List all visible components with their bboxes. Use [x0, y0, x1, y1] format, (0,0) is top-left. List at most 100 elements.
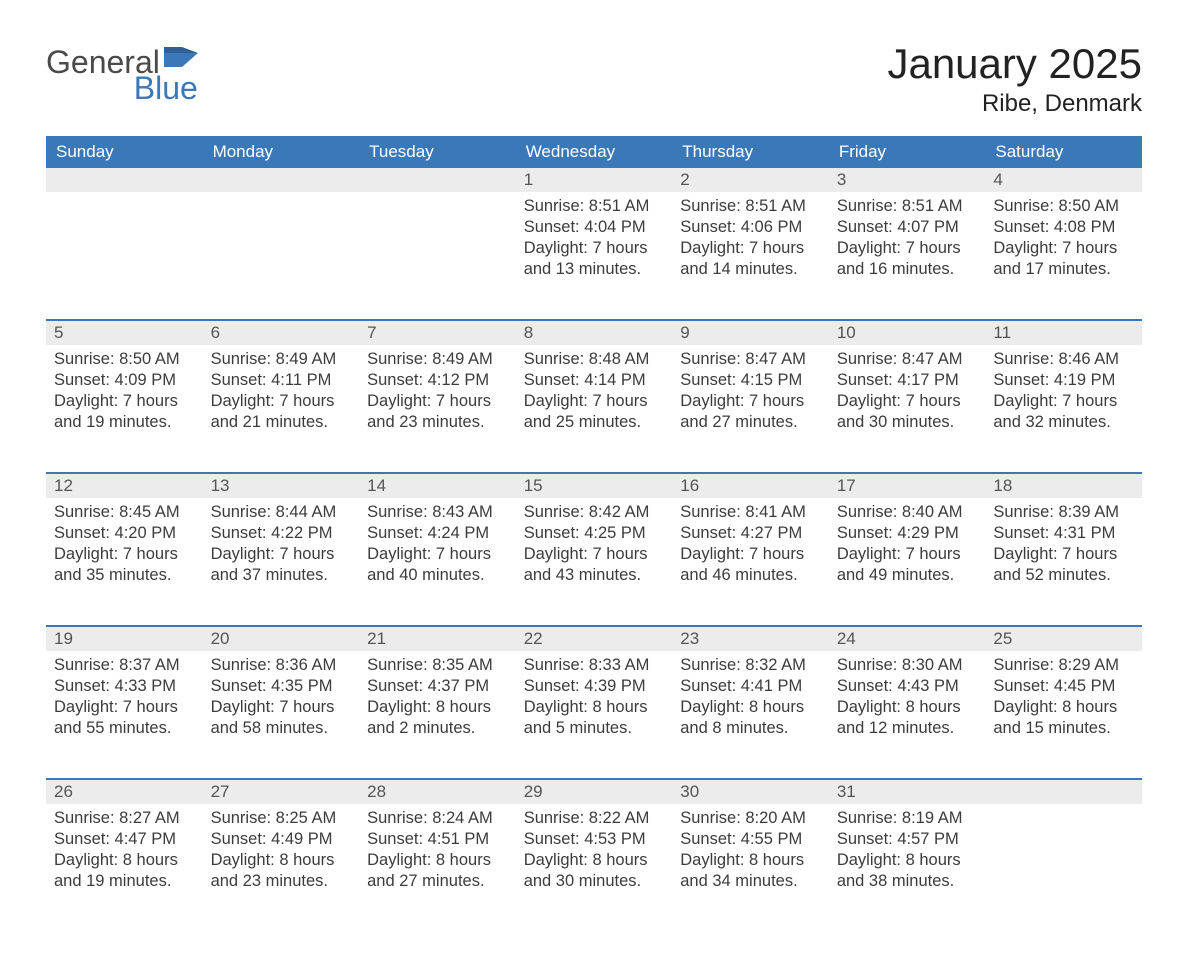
- day-number: 18: [993, 476, 1012, 495]
- day-dl1: Daylight: 8 hours: [680, 697, 821, 718]
- day-sunrise: Sunrise: 8:44 AM: [211, 502, 352, 523]
- day-sunset: Sunset: 4:17 PM: [837, 370, 978, 391]
- day-number: 29: [524, 782, 543, 801]
- day-content-cell: Sunrise: 8:43 AMSunset: 4:24 PMDaylight:…: [359, 498, 516, 626]
- day-dl2: and 46 minutes.: [680, 565, 821, 586]
- dayheader-mon: Monday: [203, 136, 360, 168]
- day-content-cell: [203, 192, 360, 320]
- day-sunset: Sunset: 4:07 PM: [837, 217, 978, 238]
- day-number-cell: 30: [672, 779, 829, 804]
- day-dl1: Daylight: 7 hours: [837, 391, 978, 412]
- day-dl2: and 13 minutes.: [524, 259, 665, 280]
- day-number-cell: 17: [829, 473, 986, 498]
- day-dl1: Daylight: 7 hours: [211, 544, 352, 565]
- week-daynum-row: 567891011: [46, 320, 1142, 345]
- day-content-cell: [359, 192, 516, 320]
- day-dl2: and 58 minutes.: [211, 718, 352, 739]
- title-block: January 2025 Ribe, Denmark: [887, 40, 1142, 118]
- day-content-cell: Sunrise: 8:37 AMSunset: 4:33 PMDaylight:…: [46, 651, 203, 779]
- day-sunrise: Sunrise: 8:48 AM: [524, 349, 665, 370]
- day-content-cell: Sunrise: 8:49 AMSunset: 4:11 PMDaylight:…: [203, 345, 360, 473]
- day-dl1: Daylight: 7 hours: [524, 391, 665, 412]
- day-number-cell: 21: [359, 626, 516, 651]
- day-dl2: and 15 minutes.: [993, 718, 1134, 739]
- day-number-cell: 4: [985, 168, 1142, 192]
- day-number: 11: [993, 323, 1011, 342]
- dayheader-thu: Thursday: [672, 136, 829, 168]
- day-sunrise: Sunrise: 8:39 AM: [993, 502, 1134, 523]
- day-sunset: Sunset: 4:15 PM: [680, 370, 821, 391]
- day-dl2: and 21 minutes.: [211, 412, 352, 433]
- day-content-cell: Sunrise: 8:41 AMSunset: 4:27 PMDaylight:…: [672, 498, 829, 626]
- day-sunrise: Sunrise: 8:30 AM: [837, 655, 978, 676]
- day-sunset: Sunset: 4:12 PM: [367, 370, 508, 391]
- day-number: 17: [837, 476, 856, 495]
- day-sunset: Sunset: 4:55 PM: [680, 829, 821, 850]
- month-title: January 2025: [887, 40, 1142, 88]
- week-daynum-row: 1234: [46, 168, 1142, 192]
- day-number: 13: [211, 476, 230, 495]
- day-sunset: Sunset: 4:37 PM: [367, 676, 508, 697]
- day-sunrise: Sunrise: 8:49 AM: [367, 349, 508, 370]
- day-number-cell: 12: [46, 473, 203, 498]
- day-dl1: Daylight: 7 hours: [993, 391, 1134, 412]
- day-number: 22: [524, 629, 543, 648]
- day-sunrise: Sunrise: 8:35 AM: [367, 655, 508, 676]
- day-content-cell: Sunrise: 8:36 AMSunset: 4:35 PMDaylight:…: [203, 651, 360, 779]
- day-sunrise: Sunrise: 8:20 AM: [680, 808, 821, 829]
- day-number: 23: [680, 629, 699, 648]
- day-dl1: Daylight: 7 hours: [680, 391, 821, 412]
- day-number-cell: [359, 168, 516, 192]
- day-sunset: Sunset: 4:41 PM: [680, 676, 821, 697]
- day-number-cell: 18: [985, 473, 1142, 498]
- day-dl2: and 32 minutes.: [993, 412, 1134, 433]
- day-dl1: Daylight: 7 hours: [367, 391, 508, 412]
- day-sunrise: Sunrise: 8:29 AM: [993, 655, 1134, 676]
- day-sunset: Sunset: 4:35 PM: [211, 676, 352, 697]
- day-dl1: Daylight: 7 hours: [524, 238, 665, 259]
- day-dl1: Daylight: 8 hours: [680, 850, 821, 871]
- week-content-row: Sunrise: 8:27 AMSunset: 4:47 PMDaylight:…: [46, 804, 1142, 932]
- day-sunset: Sunset: 4:43 PM: [837, 676, 978, 697]
- dayheader-wed: Wednesday: [516, 136, 673, 168]
- day-number: 5: [54, 323, 63, 342]
- day-dl2: and 23 minutes.: [211, 871, 352, 892]
- day-dl2: and 19 minutes.: [54, 412, 195, 433]
- day-sunset: Sunset: 4:27 PM: [680, 523, 821, 544]
- day-dl1: Daylight: 8 hours: [54, 850, 195, 871]
- day-sunset: Sunset: 4:24 PM: [367, 523, 508, 544]
- day-content-cell: Sunrise: 8:33 AMSunset: 4:39 PMDaylight:…: [516, 651, 673, 779]
- day-sunrise: Sunrise: 8:46 AM: [993, 349, 1134, 370]
- day-sunset: Sunset: 4:20 PM: [54, 523, 195, 544]
- day-dl2: and 17 minutes.: [993, 259, 1134, 280]
- day-number-cell: 7: [359, 320, 516, 345]
- day-number: 8: [524, 323, 533, 342]
- day-number: 26: [54, 782, 73, 801]
- day-sunset: Sunset: 4:45 PM: [993, 676, 1134, 697]
- day-dl1: Daylight: 7 hours: [54, 391, 195, 412]
- day-content-cell: Sunrise: 8:49 AMSunset: 4:12 PMDaylight:…: [359, 345, 516, 473]
- day-sunrise: Sunrise: 8:19 AM: [837, 808, 978, 829]
- day-number: 31: [837, 782, 856, 801]
- day-content-cell: Sunrise: 8:48 AMSunset: 4:14 PMDaylight:…: [516, 345, 673, 473]
- day-dl1: Daylight: 7 hours: [993, 238, 1134, 259]
- day-sunrise: Sunrise: 8:50 AM: [993, 196, 1134, 217]
- day-number-cell: [985, 779, 1142, 804]
- day-content-cell: Sunrise: 8:19 AMSunset: 4:57 PMDaylight:…: [829, 804, 986, 932]
- week-content-row: Sunrise: 8:51 AMSunset: 4:04 PMDaylight:…: [46, 192, 1142, 320]
- day-sunset: Sunset: 4:49 PM: [211, 829, 352, 850]
- day-content-cell: Sunrise: 8:35 AMSunset: 4:37 PMDaylight:…: [359, 651, 516, 779]
- day-content-cell: Sunrise: 8:39 AMSunset: 4:31 PMDaylight:…: [985, 498, 1142, 626]
- flag-icon: [164, 40, 198, 72]
- day-content-cell: Sunrise: 8:50 AMSunset: 4:09 PMDaylight:…: [46, 345, 203, 473]
- day-content-cell: Sunrise: 8:30 AMSunset: 4:43 PMDaylight:…: [829, 651, 986, 779]
- day-dl1: Daylight: 7 hours: [524, 544, 665, 565]
- day-dl2: and 43 minutes.: [524, 565, 665, 586]
- day-number: 1: [524, 170, 533, 189]
- day-dl2: and 38 minutes.: [837, 871, 978, 892]
- week-content-row: Sunrise: 8:37 AMSunset: 4:33 PMDaylight:…: [46, 651, 1142, 779]
- day-dl2: and 27 minutes.: [367, 871, 508, 892]
- day-dl2: and 40 minutes.: [367, 565, 508, 586]
- day-number: 27: [211, 782, 230, 801]
- day-number-cell: 16: [672, 473, 829, 498]
